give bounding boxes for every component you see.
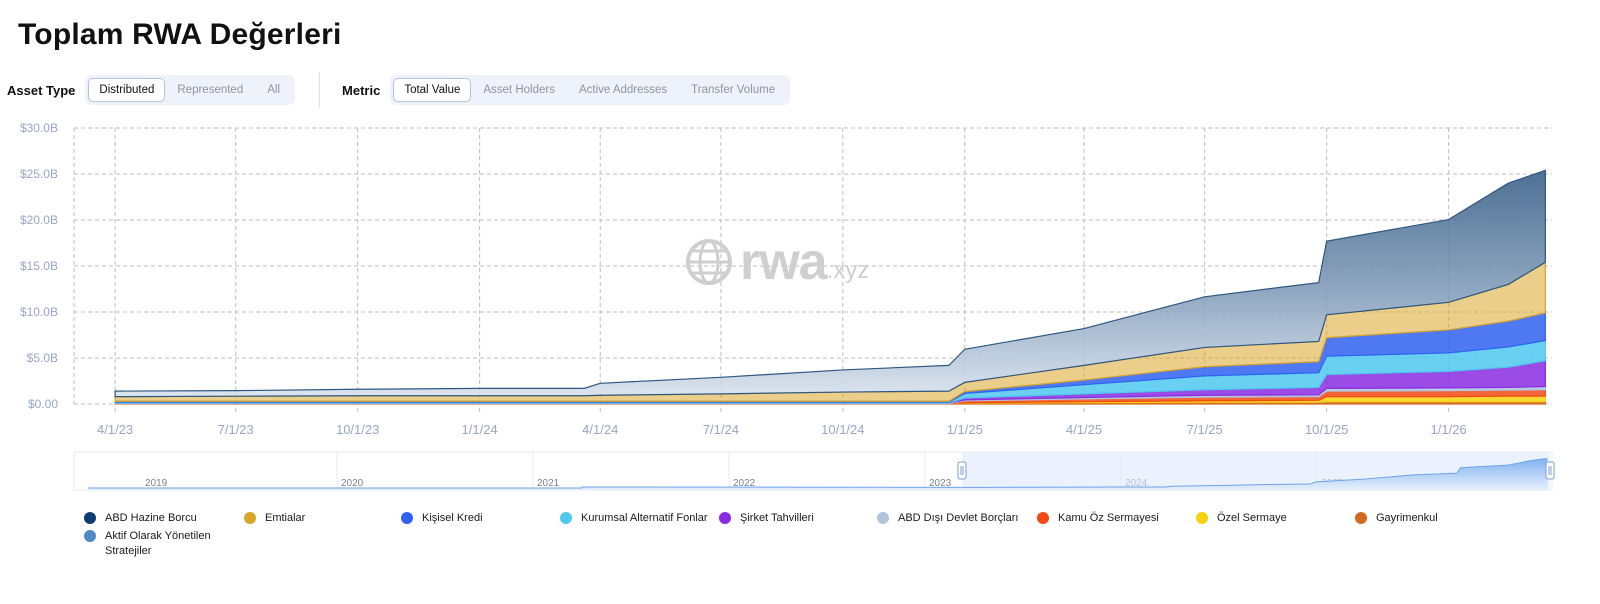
metric-segmented-control: Total Value Asset Holders Active Address…: [390, 75, 791, 105]
metric-transfer-volume-button[interactable]: Transfer Volume: [691, 84, 776, 96]
navigator-line: [88, 458, 1548, 489]
x-axis: 4/1/23 7/1/23 10/1/23 1/1/24 4/1/24 7/1/24 10/…: [97, 422, 1467, 437]
navigator-left-handle[interactable]: [957, 461, 967, 480]
legend-label: Gayrimenkul: [1376, 512, 1438, 524]
y-tick-label: $20.0B: [20, 213, 58, 227]
globe-icon: [686, 239, 732, 285]
page-title: Toplam RWA Değerleri: [18, 18, 342, 51]
navigator-year-label: 2023: [929, 478, 952, 489]
y-tick-label: $15.0B: [20, 259, 58, 273]
asset-type-all-button[interactable]: All: [267, 84, 281, 96]
x-tick-label: 10/1/23: [336, 422, 379, 437]
y-tick-label: $30.0B: [20, 121, 58, 135]
x-tick-label: 10/1/25: [1305, 422, 1348, 437]
y-tick-label: $5.0B: [27, 351, 58, 365]
legend-label: ABD Hazine Borcu: [105, 512, 197, 524]
legend-color-dot: [1196, 512, 1208, 524]
legend-item[interactable]: Özel Sermaye: [1196, 511, 1287, 526]
legend-label: Kamu Öz Sermayesi: [1058, 512, 1159, 524]
metric-asset-holders-button[interactable]: Asset Holders: [483, 84, 555, 96]
rwa-stacked-area-chart: $0.00 $5.0B $10.0B $15.0B $20.0B $25.0B $30.0B…: [20, 121, 1555, 491]
navigator-year-label: 2019: [145, 478, 168, 489]
x-tick-label: 1/1/26: [1431, 422, 1467, 437]
legend-color-dot: [877, 512, 889, 524]
x-tick-label: 7/1/23: [218, 422, 254, 437]
watermark: rwa .xyz: [684, 232, 869, 292]
legend-color-dot: [84, 530, 96, 542]
x-tick-label: 4/1/24: [582, 422, 618, 437]
x-tick-label: 7/1/25: [1187, 422, 1223, 437]
area-series[interactable]: [114, 169, 1546, 398]
x-tick-label: 1/1/24: [462, 422, 498, 437]
navigator-year-label: 2020: [341, 478, 364, 489]
range-navigator[interactable]: 20192020202120222023202420252026: [73, 451, 1555, 491]
legend-item[interactable]: Kamu Öz Sermayesi: [1037, 511, 1159, 526]
legend-item[interactable]: ABD Hazine Borcu: [84, 511, 197, 526]
x-tick-label: 1/1/25: [947, 422, 983, 437]
legend-label: ABD Dışı Devlet Borçları: [898, 512, 1019, 524]
asset-type-segmented-control: Distributed Represented All: [85, 75, 296, 105]
legend-item[interactable]: Kurumsal Alternatif Fonlar: [560, 511, 708, 526]
navigator-area: [88, 458, 1548, 490]
legend-color-dot: [244, 512, 256, 524]
y-tick-label: $25.0B: [20, 167, 58, 181]
y-tick-label: $0.00: [28, 397, 58, 411]
legend-color-dot: [560, 512, 572, 524]
legend-item[interactable]: Emtialar: [244, 511, 305, 526]
legend-label: Kişisel Kredi: [422, 512, 483, 524]
legend-label: Aktif Olarak Yönetilen Stratejiler: [105, 530, 211, 557]
navigator-year-label: 2021: [537, 478, 560, 489]
legend-item[interactable]: Aktif Olarak Yönetilen Stratejiler: [84, 529, 234, 559]
watermark-suffix: .xyz: [826, 257, 870, 284]
x-tick-label: 10/1/24: [821, 422, 864, 437]
navigator-right-handle[interactable]: [1545, 461, 1555, 480]
x-tick-label: 4/1/23: [97, 422, 133, 437]
x-tick-label: 7/1/24: [703, 422, 739, 437]
metric-active-addresses-button[interactable]: Active Addresses: [578, 84, 668, 96]
metric-label: Metric: [342, 82, 381, 98]
metric-total-value-button[interactable]: Total Value: [393, 78, 472, 102]
legend-color-dot: [1355, 512, 1367, 524]
legend-label: Özel Sermaye: [1217, 512, 1287, 524]
asset-type-represented-button[interactable]: Represented: [177, 84, 244, 96]
chart-areas: [114, 169, 1546, 405]
navigator-year-label: 2022: [733, 478, 756, 489]
y-tick-label: $10.0B: [20, 305, 58, 319]
legend-label: Şirket Tahvilleri: [740, 512, 814, 524]
legend-item[interactable]: Şirket Tahvilleri: [719, 511, 814, 526]
asset-type-distributed-button[interactable]: Distributed: [88, 78, 166, 102]
legend-label: Emtialar: [265, 512, 306, 524]
legend-color-dot: [1037, 512, 1049, 524]
legend-color-dot: [401, 512, 413, 524]
legend-item[interactable]: Kişisel Kredi: [401, 511, 483, 526]
x-tick-label: 4/1/25: [1066, 422, 1102, 437]
legend-color-dot: [719, 512, 731, 524]
legend-color-dot: [84, 512, 96, 524]
toolbar-divider: [319, 72, 321, 108]
asset-type-label: Asset Type: [7, 82, 76, 98]
legend-label: Kurumsal Alternatif Fonlar: [581, 512, 708, 524]
watermark-text: rwa: [740, 233, 828, 291]
legend-item[interactable]: Gayrimenkul: [1355, 511, 1438, 526]
chart-toolbar: Asset Type Distributed Represented All M…: [0, 72, 791, 108]
legend-item[interactable]: ABD Dışı Devlet Borçları: [877, 511, 1018, 526]
y-axis: $0.00 $5.0B $10.0B $15.0B $20.0B $25.0B $30.0B: [20, 121, 58, 411]
